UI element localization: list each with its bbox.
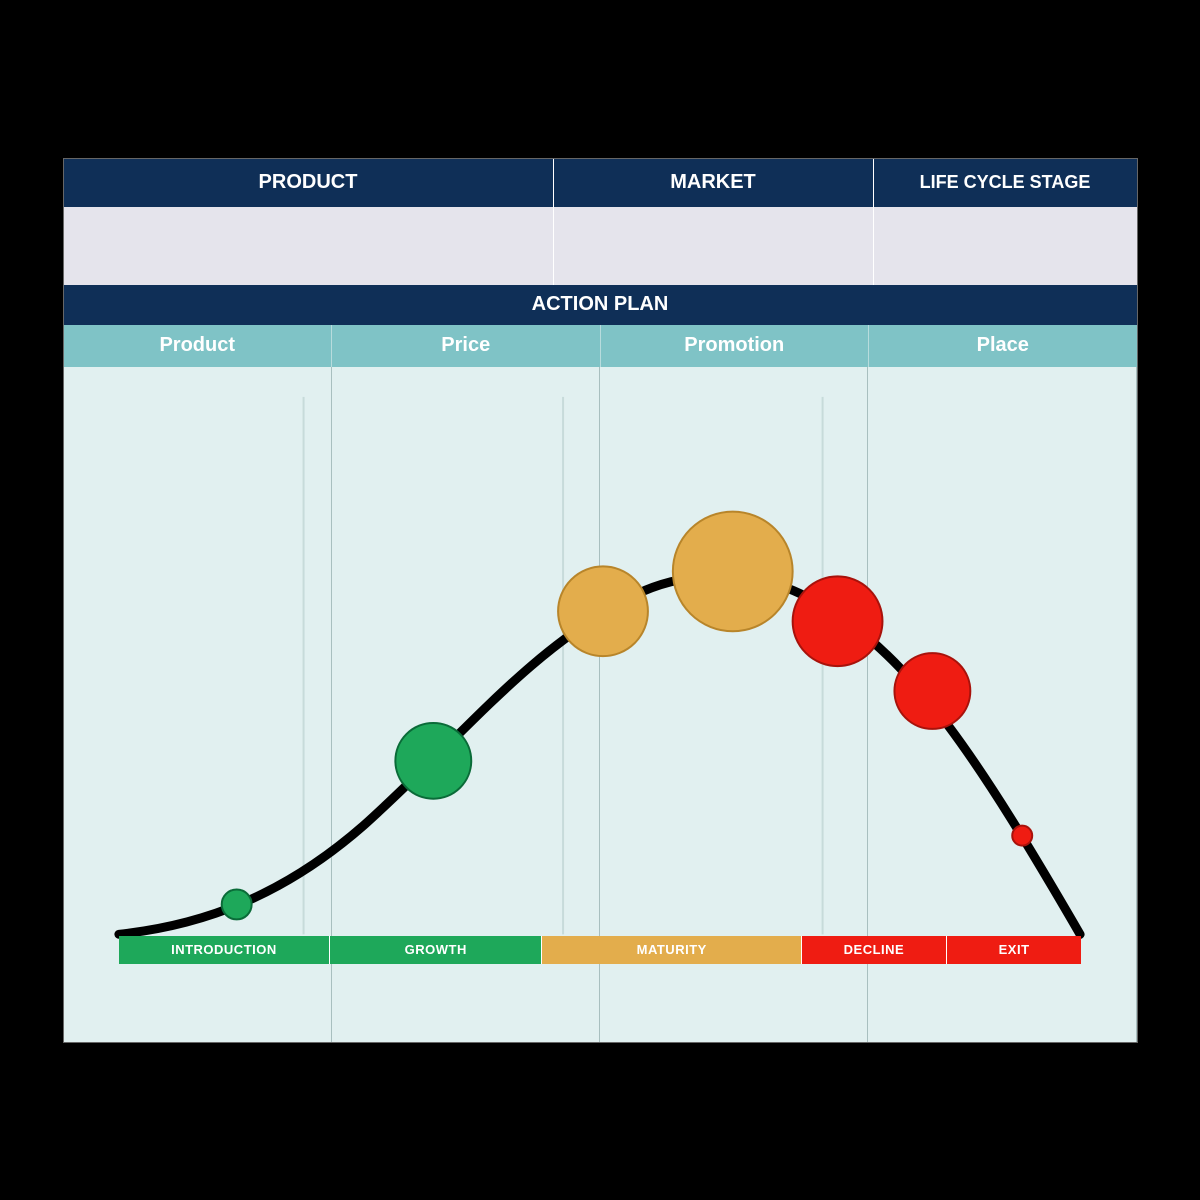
body-market-cell	[554, 207, 874, 285]
body-stage-cell	[874, 207, 1137, 285]
stage-introduction: INTRODUCTION	[119, 936, 331, 964]
header-life-cycle-stage: LIFE CYCLE STAGE	[874, 159, 1137, 207]
lifecycle-bubble-0	[221, 889, 251, 919]
stage-bar: INTRODUCTIONGROWTHMATURITYDECLINEEXIT	[119, 936, 1082, 964]
chart-area: INTRODUCTIONGROWTHMATURITYDECLINEEXIT	[64, 367, 1137, 1042]
header-product: PRODUCT	[64, 159, 554, 207]
ap-col-promotion: Promotion	[601, 325, 870, 367]
stage-exit: EXIT	[947, 936, 1082, 964]
stage-growth: GROWTH	[330, 936, 542, 964]
lifecycle-bubble-3	[672, 511, 792, 631]
lifecycle-bubble-2	[558, 566, 648, 656]
top-body-row	[64, 207, 1137, 285]
stage-maturity: MATURITY	[542, 936, 802, 964]
lifecycle-bubble-6	[1012, 825, 1032, 845]
ap-col-place: Place	[869, 325, 1137, 367]
ap-col-price: Price	[332, 325, 601, 367]
stage-decline: DECLINE	[802, 936, 946, 964]
action-plan-header-row: Product Price Promotion Place	[64, 325, 1137, 367]
body-product-cell	[64, 207, 554, 285]
template-container: PRODUCT MARKET LIFE CYCLE STAGE ACTION P…	[63, 158, 1138, 1043]
lifecycle-bubble-5	[894, 653, 970, 729]
lifecycle-bubble-1	[395, 722, 471, 798]
top-header-row: PRODUCT MARKET LIFE CYCLE STAGE	[64, 159, 1137, 207]
header-market: MARKET	[554, 159, 874, 207]
ap-col-product: Product	[64, 325, 333, 367]
action-plan-title: ACTION PLAN	[64, 285, 1137, 325]
lifecycle-bubble-4	[792, 576, 882, 666]
